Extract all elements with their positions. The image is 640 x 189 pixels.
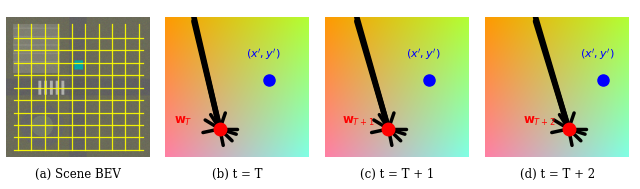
Text: (a) Scene BEV: (a) Scene BEV [35, 168, 121, 181]
Text: $(x', y')$: $(x', y')$ [406, 47, 440, 62]
Text: (d) t = T + 2: (d) t = T + 2 [520, 168, 595, 181]
Text: $(x', y')$: $(x', y')$ [580, 47, 614, 62]
Text: $\mathbf{w}_T$: $\mathbf{w}_T$ [174, 115, 192, 129]
Text: $(x', y')$: $(x', y')$ [246, 47, 280, 62]
Text: (c) t = T + 1: (c) t = T + 1 [360, 168, 435, 181]
Text: $\mathbf{w}_{T+2}$: $\mathbf{w}_{T+2}$ [522, 115, 555, 129]
Text: $\mathbf{w}_{T+1}$: $\mathbf{w}_{T+1}$ [342, 115, 375, 129]
Text: (b) t = T: (b) t = T [212, 168, 262, 181]
